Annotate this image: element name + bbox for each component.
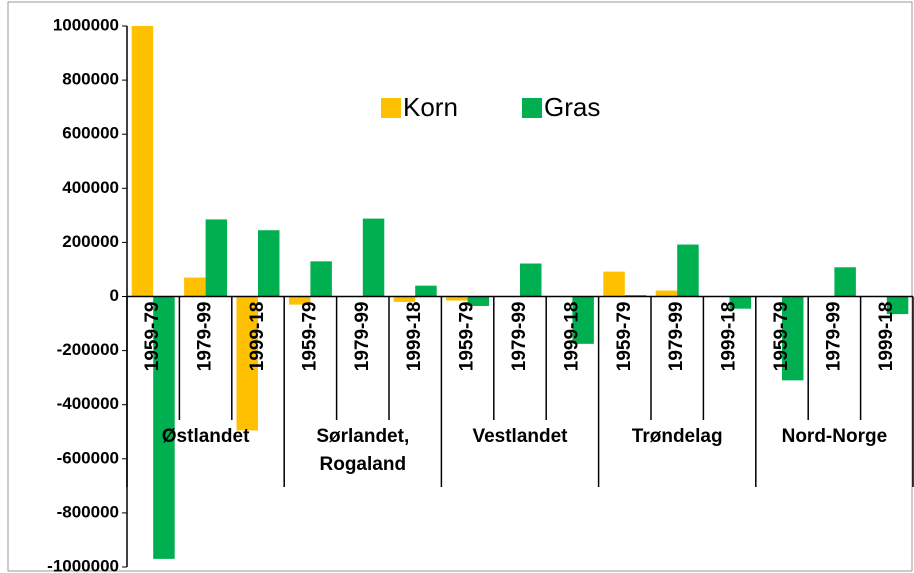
bar <box>467 296 490 306</box>
y-tick-label: -600000 <box>57 448 119 467</box>
y-tick-label: 800000 <box>62 70 119 89</box>
bar <box>258 230 280 297</box>
x-tick-label: 1959-79 <box>771 302 792 372</box>
y-tick-label: 1000000 <box>53 15 119 34</box>
y-tick-label: 200000 <box>62 232 119 251</box>
legend-swatch <box>381 98 401 118</box>
bar <box>393 296 416 302</box>
x-tick-label: 1999-18 <box>247 302 268 372</box>
bar <box>236 296 258 431</box>
bar <box>655 290 678 297</box>
x-tick-label: 1959-79 <box>457 302 478 372</box>
bar <box>729 296 752 309</box>
bar <box>415 285 437 297</box>
x-tick-label: 1979-99 <box>823 302 844 372</box>
bar <box>310 261 332 297</box>
bar <box>288 296 311 305</box>
x-tick-label: 1979-99 <box>666 302 687 372</box>
bar <box>362 218 385 297</box>
x-tick-label: 1999-18 <box>876 302 897 372</box>
bar <box>572 296 594 344</box>
bar <box>153 296 175 559</box>
x-tick-label: 1979-99 <box>195 302 216 372</box>
x-tick-label: 1999-18 <box>561 302 582 372</box>
bar <box>205 219 228 297</box>
bar <box>184 277 206 297</box>
legend-label: Korn <box>403 92 458 122</box>
bar <box>677 244 699 297</box>
bar <box>131 26 154 297</box>
group-label: Østlandet <box>161 426 250 447</box>
legend-label: Gras <box>544 92 600 122</box>
x-tick-label: 1999-18 <box>404 302 425 372</box>
x-tick-label: 1959-79 <box>142 302 163 372</box>
bar <box>603 271 625 297</box>
x-tick-label: 1979-99 <box>509 302 530 372</box>
bar <box>886 296 909 315</box>
y-tick-label: -1000000 <box>47 556 119 573</box>
x-tick-label: 1959-79 <box>614 302 635 372</box>
y-tick-label: 600000 <box>62 124 119 143</box>
group-label: Vestlandet <box>472 426 568 447</box>
x-tick-label: 1999-18 <box>719 302 740 372</box>
y-tick-label: -200000 <box>57 340 119 359</box>
x-tick-label: 1959-79 <box>299 302 320 372</box>
group-label: Sørlandet, Rogaland <box>316 426 410 475</box>
bar <box>834 267 856 297</box>
bar <box>446 296 468 301</box>
y-tick-label: 400000 <box>62 178 119 197</box>
group-label: Nord-Norge <box>781 426 888 447</box>
y-tick-label: 0 <box>110 286 119 305</box>
plot-frame <box>7 1 913 572</box>
x-tick-label: 1979-99 <box>352 302 373 372</box>
bar <box>782 296 804 381</box>
bar <box>520 263 542 297</box>
group-label: Trøndelag <box>631 426 723 447</box>
y-tick-label: -800000 <box>57 502 119 521</box>
y-tick-label: -400000 <box>57 394 119 413</box>
legend-swatch <box>522 98 542 118</box>
